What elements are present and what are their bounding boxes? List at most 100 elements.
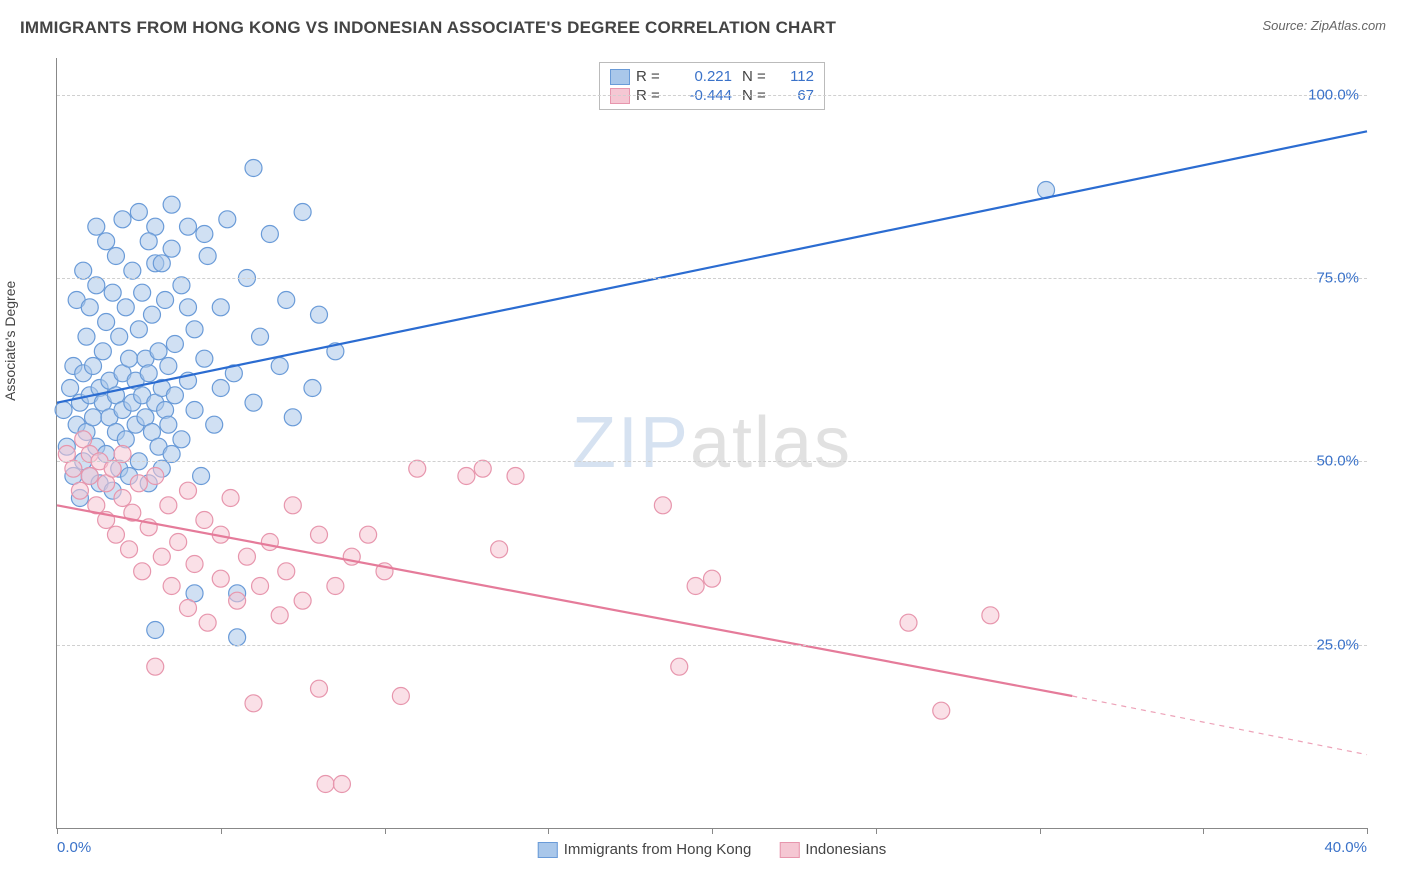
scatter-point <box>196 350 213 367</box>
chart-container: Associate's Degree ZIPatlas R = 0.221 N … <box>20 48 1386 858</box>
x-tick <box>548 828 549 834</box>
regression-line-ext <box>1072 696 1367 755</box>
scatter-point <box>327 578 344 595</box>
scatter-point <box>180 600 197 617</box>
scatter-point <box>271 358 288 375</box>
y-tick-label: 25.0% <box>1316 636 1359 653</box>
scatter-point <box>160 497 177 514</box>
scatter-point <box>170 534 187 551</box>
scatter-point <box>88 277 105 294</box>
legend-item-id: Indonesians <box>779 841 886 858</box>
chart-title: IMMIGRANTS FROM HONG KONG VS INDONESIAN … <box>20 18 836 38</box>
gridline <box>57 278 1367 279</box>
scatter-point <box>134 563 151 580</box>
plot-area: ZIPatlas R = 0.221 N = 112 R = -0.444 N … <box>56 58 1367 829</box>
y-tick-label: 50.0% <box>1316 453 1359 470</box>
scatter-point <box>140 365 157 382</box>
scatter-point <box>238 548 255 565</box>
scatter-point <box>687 578 704 595</box>
x-tick <box>1203 828 1204 834</box>
scatter-point <box>55 402 72 419</box>
scatter-point <box>271 607 288 624</box>
x-tick-label: 0.0% <box>57 839 91 856</box>
scatter-point <box>278 292 295 309</box>
scatter-point <box>163 196 180 213</box>
scatter-point <box>333 776 350 793</box>
n-label: N = <box>742 68 772 85</box>
scatter-point <box>150 343 167 360</box>
scatter-point <box>65 460 82 477</box>
scatter-point <box>196 226 213 243</box>
scatter-point <box>900 614 917 631</box>
legend-label-id: Indonesians <box>805 841 886 858</box>
scatter-point <box>261 226 278 243</box>
scatter-point <box>163 240 180 257</box>
scatter-point <box>261 534 278 551</box>
scatter-point <box>78 328 95 345</box>
scatter-point <box>229 629 246 646</box>
scatter-point <box>75 262 92 279</box>
scatter-point <box>104 460 121 477</box>
scatter-point <box>147 622 164 639</box>
scatter-point <box>130 204 147 221</box>
scatter-point <box>180 482 197 499</box>
correlation-legend: R = 0.221 N = 112 R = -0.444 N = 67 <box>599 62 825 110</box>
swatch-hk-icon <box>538 842 558 858</box>
scatter-point <box>186 321 203 338</box>
scatter-point <box>654 497 671 514</box>
scatter-point <box>107 248 124 265</box>
n-value-hk: 112 <box>778 68 814 85</box>
x-tick <box>712 828 713 834</box>
scatter-point <box>196 512 213 529</box>
scatter-point <box>140 233 157 250</box>
scatter-point <box>199 614 216 631</box>
scatter-point <box>71 482 88 499</box>
gridline <box>57 645 1367 646</box>
scatter-point <box>124 262 141 279</box>
scatter-point <box>88 218 105 235</box>
scatter-point <box>311 306 328 323</box>
y-axis-label: Associate's Degree <box>2 281 18 401</box>
scatter-point <box>121 541 138 558</box>
scatter-point <box>166 336 183 353</box>
scatter-point <box>245 695 262 712</box>
scatter-point <box>704 570 721 587</box>
regression-line <box>57 505 1072 696</box>
scatter-point <box>117 431 134 448</box>
scatter-point <box>143 306 160 323</box>
scatter-point <box>173 277 190 294</box>
scatter-point <box>85 409 102 426</box>
plot-svg <box>57 58 1367 828</box>
scatter-point <box>933 702 950 719</box>
scatter-point <box>222 490 239 507</box>
scatter-point <box>245 160 262 177</box>
scatter-point <box>85 358 102 375</box>
scatter-point <box>284 497 301 514</box>
scatter-point <box>62 380 79 397</box>
scatter-point <box>252 578 269 595</box>
scatter-point <box>458 468 475 485</box>
scatter-point <box>173 431 190 448</box>
swatch-id-icon <box>779 842 799 858</box>
scatter-point <box>160 416 177 433</box>
scatter-point <box>157 402 174 419</box>
scatter-point <box>134 284 151 301</box>
header: IMMIGRANTS FROM HONG KONG VS INDONESIAN … <box>0 0 1406 44</box>
scatter-point <box>117 299 134 316</box>
scatter-point <box>114 490 131 507</box>
gridline <box>57 95 1367 96</box>
scatter-point <box>671 658 688 675</box>
scatter-point <box>147 658 164 675</box>
scatter-point <box>157 292 174 309</box>
scatter-point <box>114 446 131 463</box>
scatter-point <box>212 299 229 316</box>
scatter-point <box>212 570 229 587</box>
scatter-point <box>186 402 203 419</box>
r-value-hk: 0.221 <box>672 68 732 85</box>
x-tick <box>385 828 386 834</box>
legend-item-hk: Immigrants from Hong Kong <box>538 841 752 858</box>
scatter-point <box>147 468 164 485</box>
x-tick <box>221 828 222 834</box>
scatter-point <box>163 578 180 595</box>
scatter-point <box>166 387 183 404</box>
